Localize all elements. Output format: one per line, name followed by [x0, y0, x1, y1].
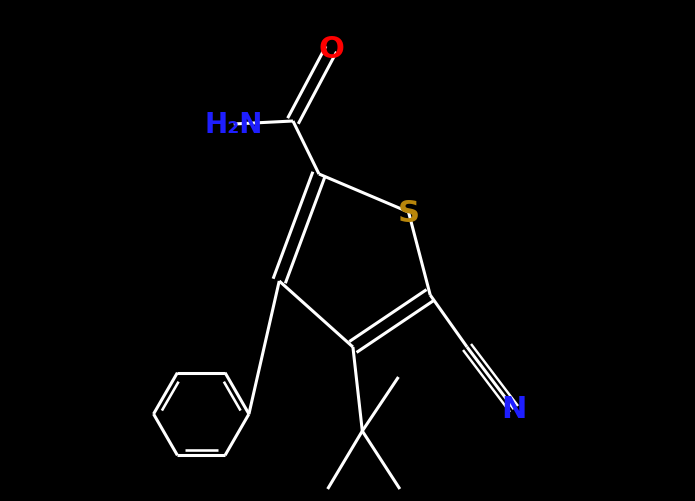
- Text: O: O: [318, 36, 344, 64]
- Text: H₂N: H₂N: [204, 111, 263, 139]
- Text: N: N: [501, 395, 527, 424]
- Text: S: S: [398, 198, 420, 227]
